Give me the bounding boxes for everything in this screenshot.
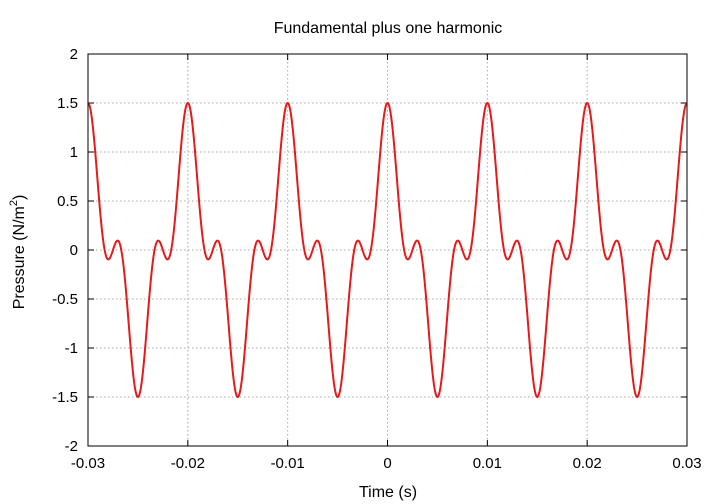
x-tick-labels: -0.03 -0.02 -0.01 0 0.01 0.02 0.03 [71,455,702,472]
x-tick-label: 0.02 [573,455,602,472]
x-axis-label: Time (s) [359,484,417,501]
x-tick-label: 0.01 [473,455,502,472]
x-tick-label: -0.01 [271,455,305,472]
y-tick-label: 0 [70,242,78,259]
y-axis-label: Pressure (N/m2) [8,195,28,310]
y-tick-label: -0.5 [52,291,78,308]
grid [88,54,687,446]
x-tick-label: -0.02 [171,455,205,472]
x-tick-label: 0 [383,455,391,472]
y-tick-label: 0.5 [57,193,78,210]
y-tick-labels: -2 -1.5 -1 -0.5 0 0.5 1 1.5 2 [52,46,78,455]
y-tick-label: -1 [65,340,78,357]
y-axis-label-main: Pressure (N/m [11,206,28,309]
y-tick-label: -2 [65,438,78,455]
y-tick-label: -1.5 [52,389,78,406]
plot-frame [87,53,688,447]
y-tick-label: 2 [70,46,78,63]
x-tick-label: 0.03 [672,455,701,472]
y-axis-label-close: ) [11,195,28,200]
y-tick-label: 1 [70,144,78,161]
y-tick-label: 1.5 [57,95,78,112]
series-line [87,102,688,398]
chart-title: Fundamental plus one harmonic [274,20,503,37]
x-tick-label: -0.03 [71,455,105,472]
y-axis-label-superscript: 2 [8,200,20,206]
